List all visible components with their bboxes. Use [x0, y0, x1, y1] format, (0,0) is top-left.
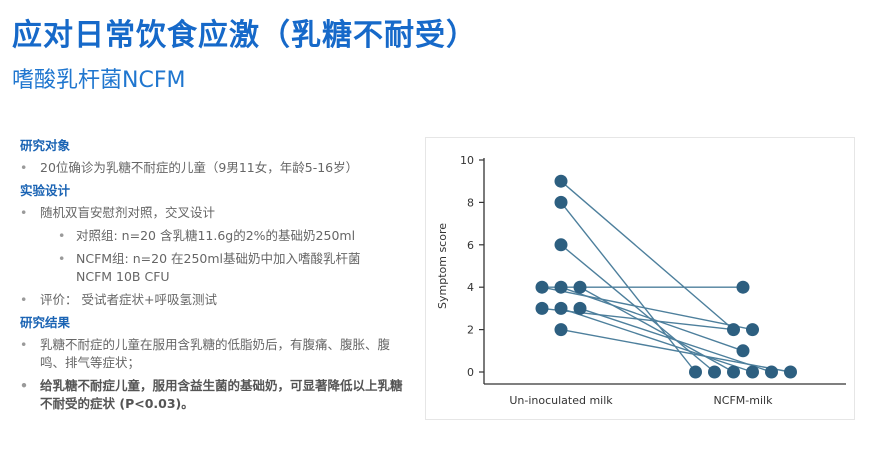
y-tick-label: 6: [467, 239, 474, 252]
data-point-ncfm: [736, 280, 750, 294]
data-point-ncfm: [765, 365, 778, 379]
slide-subtitle: 嗜酸乳杆菌NCFM: [12, 68, 186, 93]
list-item: • 20位确诊为乳糖不耐症的儿童（9男11女，年龄5-16岁）: [18, 159, 418, 177]
list-item: • 随机双盲安慰剂对照，交叉设计: [18, 204, 418, 222]
data-point-ncfm: [746, 323, 759, 337]
data-point-ncfm: [689, 365, 702, 379]
section-heading-subjects: 研究对象: [20, 138, 71, 153]
data-point-uninoculated: [554, 323, 568, 337]
bullet: •: [58, 228, 66, 243]
section-heading-design: 实验设计: [20, 183, 71, 198]
paired-line: [541, 307, 734, 331]
x-category-label: NCFM-milk: [714, 394, 774, 407]
data-point-uninoculated: [554, 301, 568, 315]
section-heading-results: 研究结果: [20, 315, 71, 330]
bullet: •: [20, 337, 28, 352]
data-point-uninoculated: [554, 238, 568, 252]
item-text: 评价： 受试者症状+呼吸氢测试: [40, 292, 217, 307]
data-point-uninoculated: [573, 301, 587, 315]
y-tick-label: 2: [467, 324, 474, 337]
data-point-uninoculated: [535, 301, 549, 315]
data-point-uninoculated: [554, 280, 568, 294]
list-item: • 乳糖不耐症的儿童在服用含乳糖的低脂奶后，有腹痛、腹胀、腹鸣、排气等症状；: [18, 336, 418, 372]
y-tick-label: 10: [460, 154, 474, 167]
y-tick-label: 0: [467, 366, 474, 379]
chart-svg: 0 2 4 6 8 10 Symptom score Un-inoculated milk NC…: [436, 154, 846, 407]
paired-line: [541, 286, 753, 331]
item-text: NCFM组: n=20 在250ml基础奶中加入嗜酸乳杆菌NCFM 10B CF…: [76, 251, 361, 284]
data-point-ncfm: [746, 365, 759, 379]
list-item: • 评价： 受试者症状+呼吸氢测试: [18, 291, 418, 309]
data-point-uninoculated: [554, 174, 568, 188]
data-point-uninoculated: [535, 280, 549, 294]
list-item-sub: • NCFM组: n=20 在250ml基础奶中加入嗜酸乳杆菌NCFM 10B …: [18, 250, 418, 286]
x-category-label: Un-inoculated milk: [509, 394, 613, 407]
bullet: •: [20, 378, 28, 393]
paired-line: [579, 307, 772, 373]
data-point-ncfm: [727, 365, 740, 379]
y-axis-label: Symptom score: [436, 223, 449, 309]
bullet: •: [58, 251, 66, 266]
study-summary: 研究对象 • 20位确诊为乳糖不耐症的儿童（9男11女，年龄5-16岁） 实验设…: [18, 135, 418, 418]
list-item-conclusion: • 给乳糖不耐症儿童，服用含益生菌的基础奶，可显著降低以上乳糖不耐受的症状 (P…: [18, 377, 418, 413]
item-text: 乳糖不耐症的儿童在服用含乳糖的低脂奶后，有腹痛、腹胀、腹鸣、排气等症状；: [40, 337, 391, 370]
symptom-score-chart: 0 2 4 6 8 10 Symptom score Un-inoculated milk NC…: [425, 137, 855, 420]
item-text: 对照组: n=20 含乳糖11.6g的2%的基础奶250ml: [76, 228, 356, 243]
bullet: •: [20, 160, 28, 175]
data-point-ncfm: [784, 365, 797, 379]
list-item-sub: • 对照组: n=20 含乳糖11.6g的2%的基础奶250ml: [18, 227, 418, 245]
y-tick-label: 4: [467, 281, 474, 294]
bullet: •: [20, 205, 28, 220]
paired-line: [560, 307, 753, 373]
bullet: •: [20, 292, 28, 307]
paired-line: [560, 328, 791, 373]
item-text: 20位确诊为乳糖不耐症的儿童（9男11女，年龄5-16岁）: [40, 160, 359, 175]
data-point-ncfm: [736, 344, 750, 358]
item-text: 给乳糖不耐症儿童，服用含益生菌的基础奶，可显著降低以上乳糖不耐受的症状 (P<0…: [40, 378, 403, 411]
data-point-ncfm: [708, 365, 721, 379]
data-point-uninoculated: [554, 195, 568, 209]
data-point-uninoculated: [573, 280, 587, 294]
item-text: 随机双盲安慰剂对照，交叉设计: [40, 205, 216, 220]
paired-line: [560, 180, 734, 331]
slide-title: 应对日常饮食应激（乳糖不耐受）: [12, 18, 477, 53]
data-point-ncfm: [727, 323, 740, 337]
y-tick-label: 8: [467, 196, 474, 209]
